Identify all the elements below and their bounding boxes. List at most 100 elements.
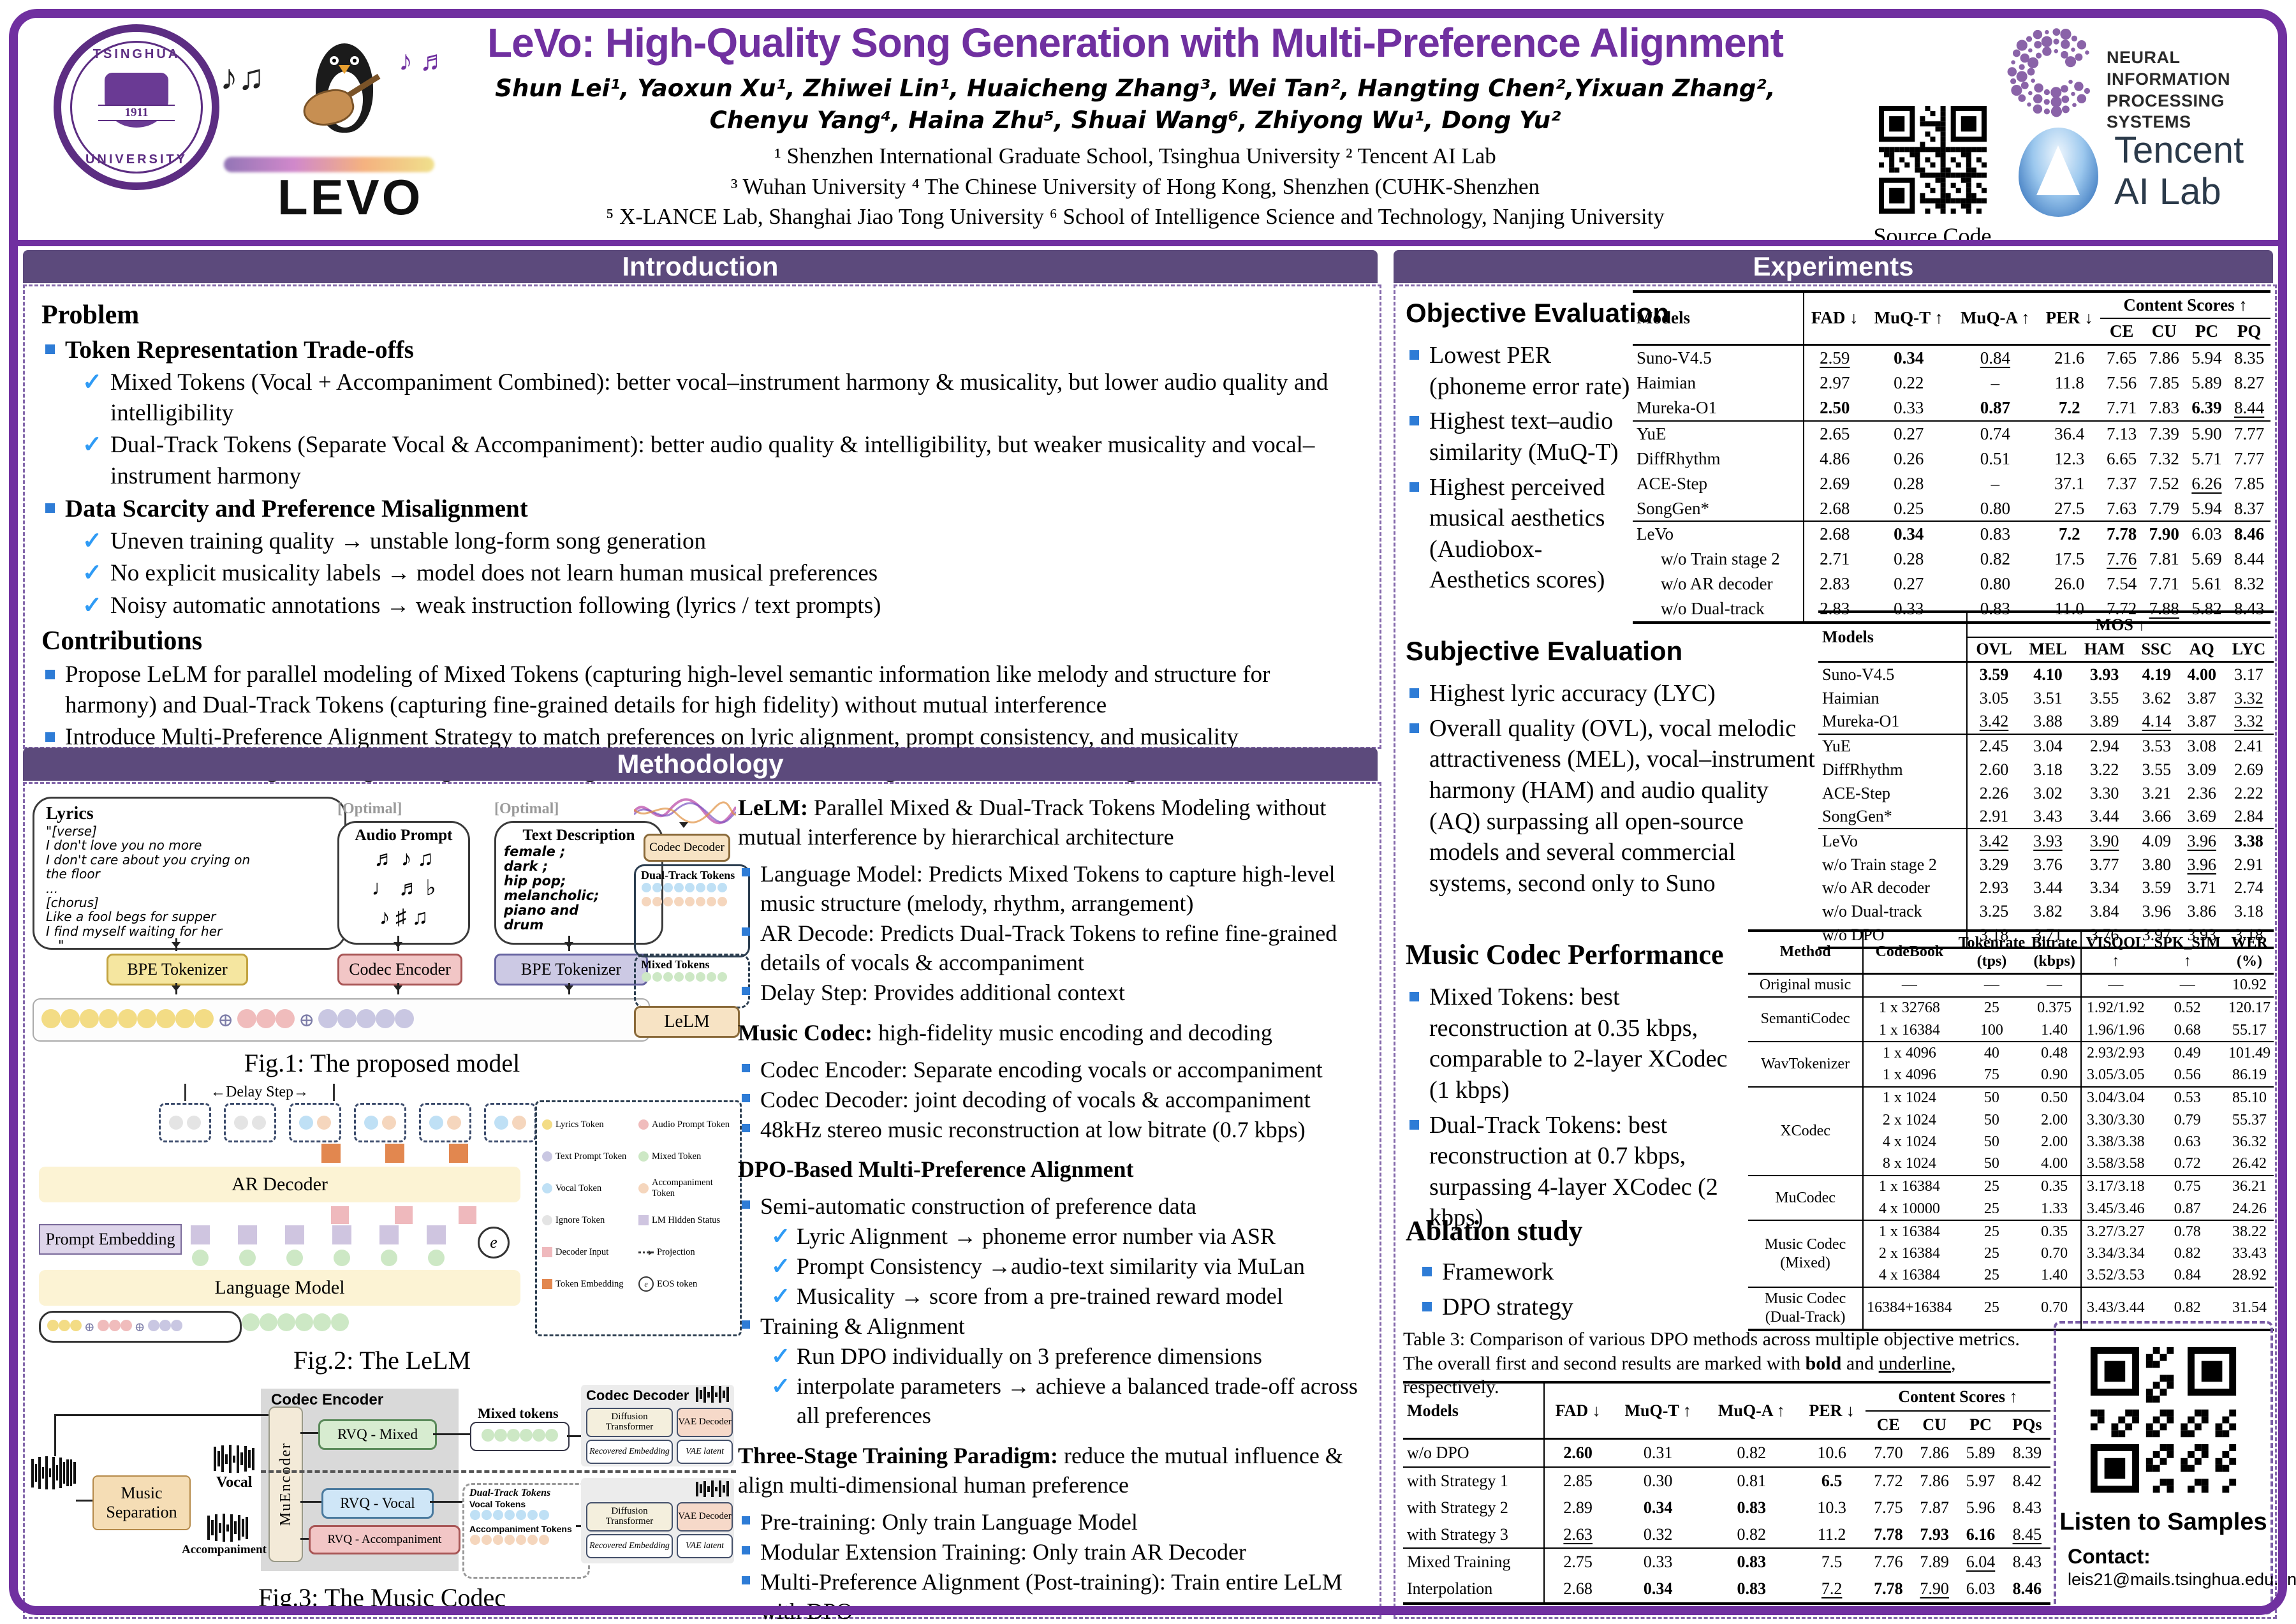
ablation-bullet: Framework [1442, 1259, 1554, 1285]
table-cell: 0.35 [2028, 1174, 2082, 1199]
table-row: XCodec 1 x 1024 50 0.50 3.04/3.04 0.53 85.10 [1748, 1086, 2274, 1176]
table-cell: 0.75 [2149, 1174, 2225, 1199]
token-dot [696, 897, 705, 906]
connector-line [567, 1435, 581, 1437]
bullet-icon [742, 1576, 750, 1584]
codec-lead: Music Codec: [738, 1019, 872, 1045]
table-cell: LeVo [1633, 520, 1804, 547]
text-line: I find myself waiting for her [46, 923, 223, 939]
table-cell: 8.32 [2234, 574, 2265, 594]
neurips-text-1: NEURAL INFORMATION [2107, 48, 2230, 89]
token-dot [376, 1008, 395, 1028]
dpo-heading: DPO-Based Multi-Preference Alignment [738, 1156, 1134, 1182]
text-line: [chorus] [46, 894, 99, 910]
method-check: Run DPO individually on 3 preference dim… [797, 1343, 1262, 1369]
token-dot [59, 1319, 70, 1331]
bullet-icon [742, 1546, 750, 1554]
method-bullet: Codec Decoder: joint decoding of vocals … [760, 1086, 1311, 1112]
wave-bar [223, 1514, 225, 1542]
intro-check: Dual-Track Tokens (Separate Vocal & Acco… [110, 432, 1315, 489]
intro-check: Mixed Tokens (Vocal + Accompaniment Comb… [110, 369, 1328, 427]
muencoder-label: MuEncoder [277, 1442, 294, 1526]
vae-latent-box: VAE latent [677, 1440, 733, 1464]
table-header-cell: CE [2109, 321, 2134, 341]
table-cell: 5.90 [2185, 420, 2228, 447]
codec-encoder-box: Codec Encoder [337, 954, 462, 985]
bullet-icon [742, 1093, 750, 1102]
contribution-item: Introduce Multi-Preference Alignment Str… [65, 724, 1239, 751]
table-cell: w/o AR decoder [1818, 876, 1968, 900]
wave-bar [59, 1458, 62, 1488]
table-row: Suno-V4.5 3.59 4.10 3.93 4.19 4.00 3.17 [1818, 661, 2274, 687]
music-notes-icon: ♬ ♪ ♫ [374, 847, 434, 871]
token-dot [493, 1535, 503, 1545]
wave-bar [707, 1391, 710, 1398]
data-table: Method CodeBook Tokenrate (tps) Bitrate (kbps… [1748, 929, 2274, 1331]
text-line: Like a fool begs for supper [46, 909, 216, 925]
table-header-cell: Models [1818, 612, 1968, 662]
contact-email: leis21@mails.tsinghua.edu.cn [2068, 1570, 2296, 1589]
wave-bar [219, 1523, 221, 1533]
table-row: WavTokenizer 1 x 4096 40 0.48 2.93/2.93 0.49 1… [1748, 1041, 2274, 1087]
token-dot [493, 1510, 503, 1520]
table-cell: 5.69 [2191, 549, 2222, 569]
table-cell: 4 x 10000 [1878, 1200, 1940, 1217]
bullet-icon [742, 1320, 750, 1329]
token-dot [545, 1428, 558, 1442]
table-row: Music Codec (Dual-Track) 16384+16384 25 0.7… [1748, 1287, 2274, 1330]
arrow-down [172, 938, 180, 951]
table-cell: 50 [1983, 1111, 1999, 1128]
method-check: Lyric Alignment → phoneme error number v… [797, 1223, 1276, 1250]
token-dot [242, 1313, 260, 1331]
subjective-bullet: Overall quality (OVL), vocal melodic att… [1429, 714, 1815, 897]
table-cell: 55.17 [2232, 1021, 2267, 1038]
affiliation-line-1: ¹ Shenzhen International Graduate School… [774, 144, 1496, 169]
table-cell: — [2108, 977, 2124, 994]
table-cell: 26.42 [2232, 1155, 2267, 1172]
bullet-icon [742, 1123, 750, 1132]
contact-label: Contact: [2068, 1545, 2151, 1568]
table-cell: 33.43 [2232, 1245, 2267, 1262]
table-cell: 0.35 [2028, 1220, 2082, 1243]
table-cell: 0.34 [1894, 348, 1924, 367]
table-cell: 75 [1983, 1067, 1999, 1084]
table-cell: 0.34 [1866, 520, 1952, 547]
bullet-icon [1422, 1267, 1432, 1276]
table-row: 8 x 1024 50 4.00 3.58/3.58 0.72 26.42 [1748, 1153, 2274, 1176]
token-dot [482, 1428, 494, 1442]
bullet-icon [1409, 1119, 1419, 1130]
check-icon [82, 591, 110, 621]
table-header-cell: Content Scores ↑ [2100, 292, 2270, 319]
token-dot [652, 972, 662, 982]
ablation-bullet: DPO strategy [1442, 1293, 1573, 1320]
table-cell: 7.86 [2149, 348, 2179, 367]
table-cell: 2.00 [2028, 1131, 2082, 1153]
table-cell: 3.02 [2033, 783, 2063, 802]
wave-bar [726, 1481, 729, 1496]
table-cell: 1 x 16384 [1863, 1220, 1955, 1243]
table-cell: 2.45 [1967, 733, 2020, 758]
table-row: 4 x 10000 25 1.33 3.45/3.46 0.87 24.26 [1748, 1198, 2274, 1221]
table-cell: YuE [1633, 420, 1804, 447]
table-row: Haimian 2.97 0.22 – 11.8 7.56 7.85 5.89 8.27 [1633, 370, 2270, 395]
wave-bar [45, 1456, 48, 1489]
table-cell: 3.97 [2142, 925, 2172, 944]
optional-label: [Optimal] [337, 801, 402, 817]
lelm-lead-rest: Parallel Mixed & Dual-Track Tokens Model… [738, 795, 1327, 850]
table-cell: 0.82 [1980, 549, 2010, 569]
music-notes-icon: ♪ ♯ ♫ [379, 905, 429, 929]
table-cell: 2.00 [2028, 1109, 2082, 1132]
connector-line [76, 1500, 92, 1502]
table-cell: 1 x 4096 [1882, 1067, 1936, 1084]
table-cell: 4.00 [2187, 665, 2216, 684]
codec-decoder-label: Codec Decoder [586, 1387, 689, 1403]
wave-bar [211, 1520, 214, 1535]
table-cell: — [2028, 973, 2082, 997]
table-cell: 3.76 [2033, 855, 2063, 874]
mixed-tokens-strip [470, 1422, 570, 1451]
table-header-cell: Tokenrate (tps) [1958, 934, 2026, 970]
plus-icon: ⊕ [84, 1320, 95, 1334]
table-cell: 5.94 [2191, 498, 2222, 518]
table-cell: 0.28 [1894, 473, 1924, 493]
token-dot [137, 1008, 156, 1028]
